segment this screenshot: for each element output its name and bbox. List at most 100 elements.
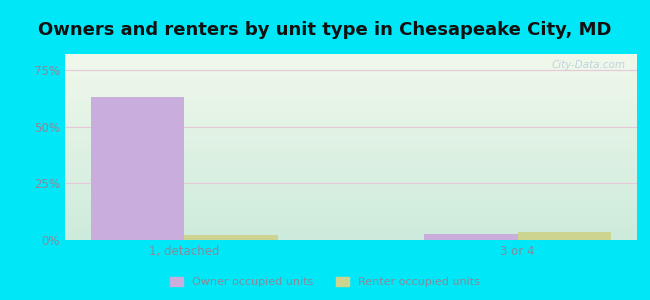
Bar: [65, 143, 637, 145]
Bar: [65, 54, 637, 56]
Bar: [65, 76, 637, 78]
Bar: [65, 128, 637, 130]
Bar: [65, 58, 637, 60]
Bar: [65, 151, 637, 153]
Bar: [65, 156, 637, 158]
Bar: [65, 231, 637, 233]
Bar: [65, 136, 637, 138]
Bar: [65, 117, 637, 119]
Bar: [65, 175, 637, 177]
Bar: [65, 141, 637, 143]
Bar: [65, 93, 637, 95]
Bar: [65, 106, 637, 108]
Bar: [65, 56, 637, 58]
Bar: [65, 184, 637, 186]
Legend: Owner occupied units, Renter occupied units: Owner occupied units, Renter occupied un…: [166, 272, 484, 291]
Bar: [185, 236, 278, 240]
Bar: [65, 60, 637, 61]
Bar: [65, 167, 637, 169]
Bar: [65, 214, 637, 216]
Bar: [65, 220, 637, 221]
Bar: [65, 216, 637, 218]
Bar: [65, 195, 637, 197]
Bar: [65, 132, 637, 134]
Text: City-Data.com: City-Data.com: [551, 60, 625, 70]
Text: Owners and renters by unit type in Chesapeake City, MD: Owners and renters by unit type in Chesa…: [38, 21, 612, 39]
Bar: [65, 69, 637, 71]
Bar: [65, 223, 637, 225]
Bar: [65, 149, 637, 151]
Bar: [65, 119, 637, 121]
Bar: [65, 112, 637, 113]
Bar: [65, 100, 637, 102]
Bar: [65, 130, 637, 132]
Bar: [65, 91, 637, 93]
Bar: [65, 95, 637, 97]
Bar: [65, 234, 637, 236]
Bar: [65, 63, 637, 65]
Bar: [65, 147, 637, 149]
Bar: [65, 154, 637, 156]
Bar: [65, 73, 637, 74]
Bar: [65, 232, 637, 234]
Bar: [65, 104, 637, 106]
Bar: [65, 89, 637, 91]
Bar: [65, 108, 637, 110]
Bar: [65, 188, 637, 190]
Bar: [65, 221, 637, 223]
Bar: [65, 80, 637, 82]
Bar: [65, 208, 637, 210]
Bar: [65, 229, 637, 231]
Bar: [65, 166, 637, 167]
Bar: [65, 67, 637, 69]
Bar: [65, 194, 637, 195]
Bar: [65, 178, 637, 181]
Bar: [65, 61, 637, 63]
Bar: [65, 116, 637, 117]
Bar: [65, 85, 637, 88]
Bar: [65, 227, 637, 229]
Bar: [65, 82, 637, 84]
Bar: [65, 177, 637, 178]
Bar: [65, 173, 637, 175]
Bar: [65, 186, 637, 188]
Bar: [65, 121, 637, 123]
Bar: [65, 78, 637, 80]
Bar: [65, 74, 637, 76]
Bar: [65, 206, 637, 208]
Bar: [65, 199, 637, 201]
Bar: [65, 212, 637, 214]
Bar: [65, 201, 637, 203]
Bar: [65, 203, 637, 205]
Bar: [65, 197, 637, 199]
Bar: [65, 134, 637, 136]
Bar: [65, 65, 637, 67]
Bar: [65, 84, 637, 85]
Bar: [65, 99, 637, 100]
Bar: [65, 97, 637, 99]
Bar: [65, 181, 637, 182]
Bar: [65, 182, 637, 184]
Bar: [65, 192, 637, 194]
Bar: [65, 102, 637, 104]
Bar: [65, 205, 637, 206]
Bar: [65, 138, 637, 140]
Bar: [65, 225, 637, 227]
Bar: [65, 190, 637, 192]
Bar: [65, 71, 637, 73]
Bar: [65, 160, 637, 162]
Bar: [517, 232, 611, 240]
Bar: [65, 218, 637, 220]
Bar: [424, 234, 517, 240]
Bar: [65, 125, 637, 127]
Bar: [65, 210, 637, 212]
Bar: [65, 236, 637, 238]
Bar: [65, 153, 637, 154]
Bar: [65, 127, 637, 128]
Bar: [65, 171, 637, 173]
Bar: [65, 238, 637, 240]
Bar: [65, 164, 637, 166]
Bar: [65, 162, 637, 164]
Bar: [65, 145, 637, 147]
Bar: [65, 110, 637, 112]
